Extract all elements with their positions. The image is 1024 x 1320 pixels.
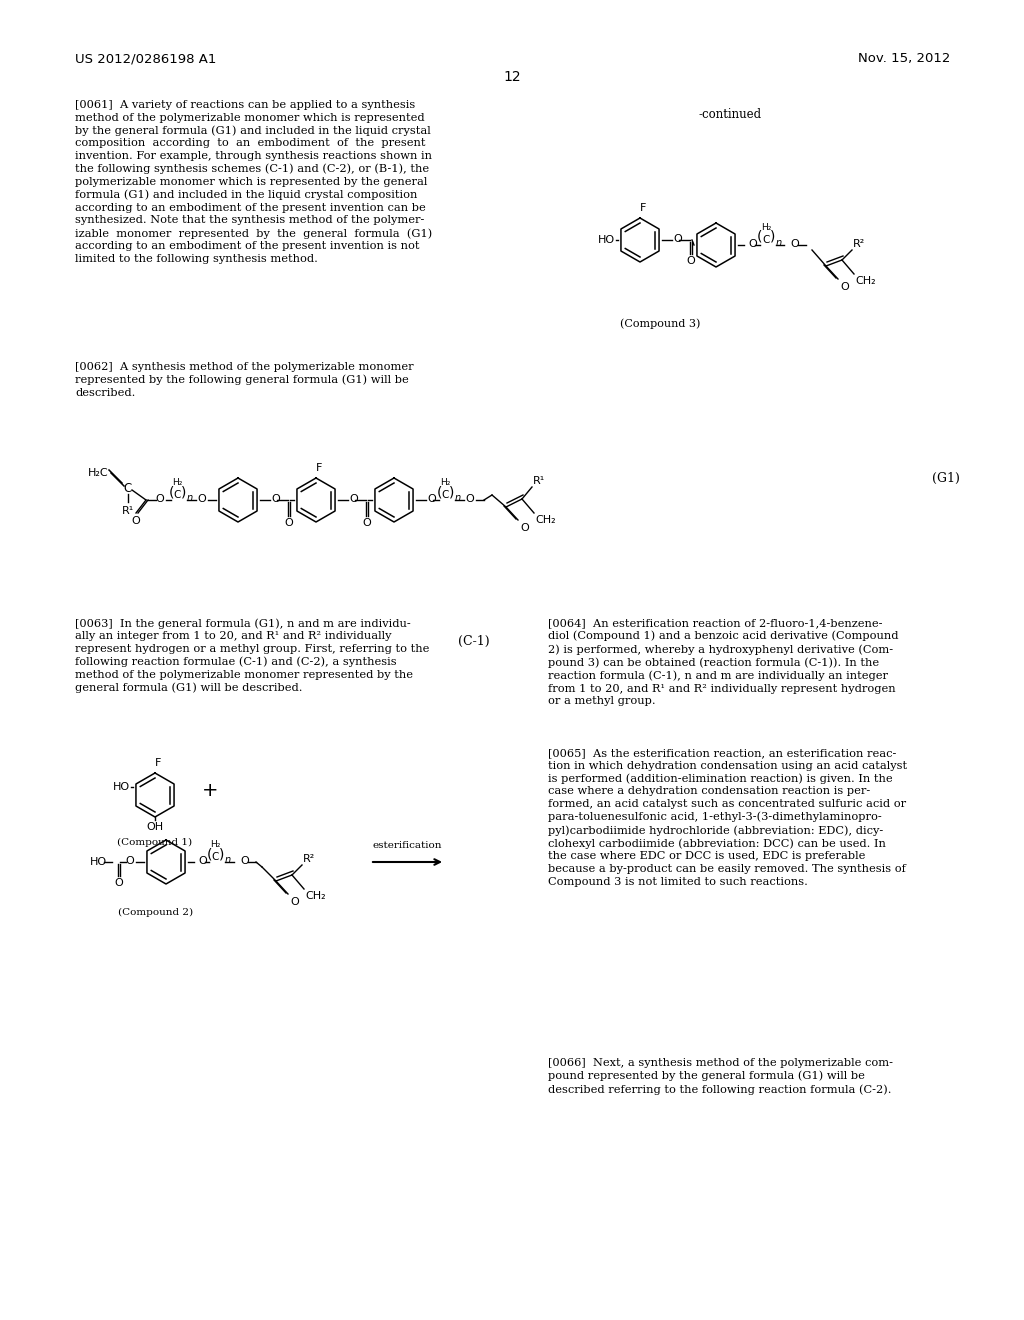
Text: esterification: esterification [373,841,442,850]
Text: ): ) [770,230,776,244]
Text: F: F [155,758,161,768]
Text: O: O [285,517,293,528]
Text: HO: HO [598,235,615,246]
Text: -continued: -continued [698,108,762,121]
Text: O: O [156,494,165,504]
Text: O: O [362,517,372,528]
Text: (G1): (G1) [932,471,961,484]
Text: O: O [466,494,474,504]
Text: O: O [198,855,207,866]
Text: C: C [211,851,219,862]
Text: [0064]  An esterification reaction of 2-fluoro-1,4-benzene-
diol (Compound 1) an: [0064] An esterification reaction of 2-f… [548,618,898,706]
Text: n: n [225,855,231,865]
Text: n: n [187,492,194,503]
Text: O: O [687,256,695,267]
Text: (: ( [206,847,212,861]
Text: [0066]  Next, a synthesis method of the polymerizable com-
pound represented by : [0066] Next, a synthesis method of the p… [548,1059,893,1094]
Text: O: O [840,282,849,292]
Text: O: O [427,494,436,504]
Text: [0061]  A variety of reactions can be applied to a synthesis
method of the polym: [0061] A variety of reactions can be app… [75,100,432,264]
Text: (Compound 2): (Compound 2) [119,908,194,917]
Text: HO: HO [90,857,108,867]
Text: H₂: H₂ [440,478,451,487]
Text: (: ( [168,484,174,499]
Text: n: n [455,492,461,503]
Text: O: O [520,523,528,533]
Text: [0065]  As the esterification reaction, an esterification reac-
tion in which de: [0065] As the esterification reaction, a… [548,748,907,887]
Text: O: O [198,494,207,504]
Text: F: F [315,463,323,473]
Text: R²: R² [303,854,315,865]
Text: HO: HO [113,781,130,792]
Text: (Compound 3): (Compound 3) [620,318,700,329]
Text: C: C [441,490,449,500]
Text: CH₂: CH₂ [305,891,326,902]
Text: ): ) [181,484,186,499]
Text: H₂: H₂ [172,478,182,487]
Text: ): ) [219,847,224,861]
Text: OH: OH [146,822,164,832]
Text: n: n [776,238,782,248]
Text: H₂: H₂ [210,840,220,849]
Text: O: O [349,494,357,504]
Text: C: C [173,490,180,500]
Text: R¹: R¹ [534,477,545,486]
Text: F: F [640,203,646,213]
Text: O: O [115,878,123,888]
Text: C: C [124,482,132,495]
Text: O: O [240,855,249,866]
Text: (C-1): (C-1) [459,635,490,648]
Text: H₂C: H₂C [88,469,109,478]
Text: CH₂: CH₂ [855,276,876,286]
Text: +: + [202,780,218,800]
Text: R¹: R¹ [122,506,134,516]
Text: C: C [762,235,770,246]
Text: US 2012/0286198 A1: US 2012/0286198 A1 [75,51,216,65]
Text: O: O [290,898,299,907]
Text: ): ) [450,484,455,499]
Text: 12: 12 [503,70,521,84]
Text: H₂: H₂ [761,223,771,232]
Text: CH₂: CH₂ [535,515,556,525]
Text: O: O [126,855,134,866]
Text: O: O [271,494,280,504]
Text: [0062]  A synthesis method of the polymerizable monomer
represented by the follo: [0062] A synthesis method of the polymer… [75,362,414,397]
Text: (: ( [758,230,763,244]
Text: Nov. 15, 2012: Nov. 15, 2012 [858,51,950,65]
Text: O: O [748,239,757,249]
Text: O: O [673,234,682,244]
Text: (: ( [436,484,441,499]
Text: O: O [790,239,799,249]
Text: [0063]  In the general formula (G1), n and m are individu-
ally an integer from : [0063] In the general formula (G1), n an… [75,618,429,693]
Text: O: O [132,516,140,525]
Text: (Compound 1): (Compound 1) [118,838,193,847]
Text: R²: R² [853,239,865,249]
